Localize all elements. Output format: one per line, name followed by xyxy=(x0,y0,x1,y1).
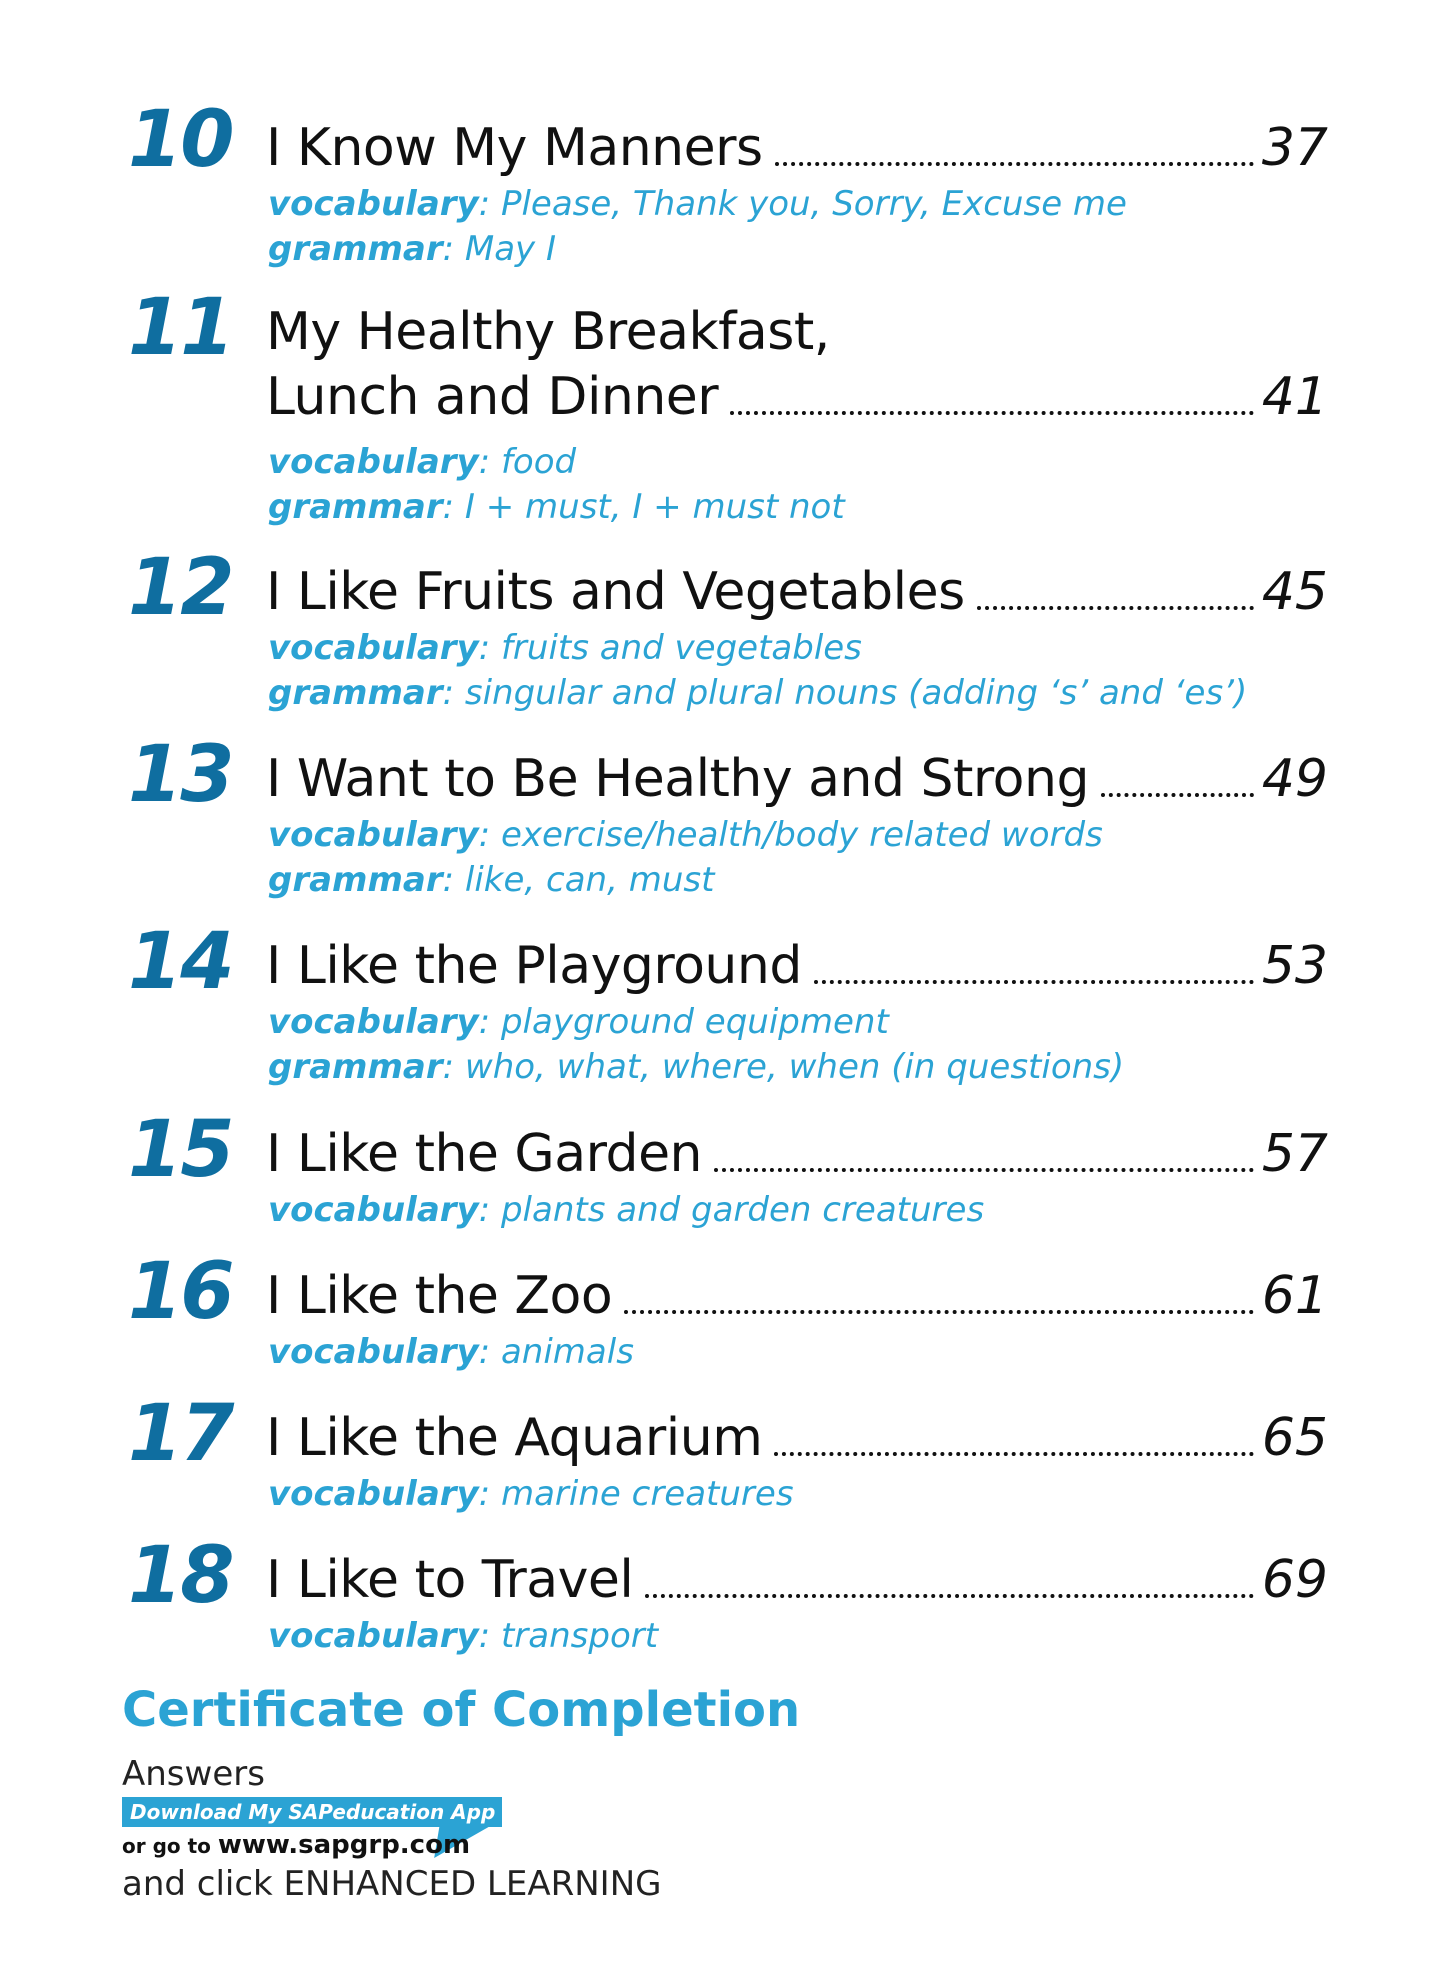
unit-title: I Know My Manners xyxy=(266,118,763,178)
unit-number: 12 xyxy=(128,543,235,633)
dot-leader xyxy=(976,606,1254,610)
dot-leader xyxy=(624,1310,1254,1314)
grammar-label: grammar xyxy=(268,673,443,713)
grammar-text: : I + must, I + must not xyxy=(442,487,845,527)
grammar-line: grammar: May I xyxy=(268,227,556,271)
vocabulary-text: : food xyxy=(478,442,577,482)
grammar-text: : May I xyxy=(442,229,557,269)
unit-title: I Like the Garden xyxy=(266,1124,703,1184)
unit-number: 11 xyxy=(128,283,235,373)
vocabulary-label: vocabulary xyxy=(268,1332,479,1372)
unit-number: 16 xyxy=(128,1247,235,1337)
dot-leader xyxy=(730,411,1254,415)
page-number: 45 xyxy=(1261,562,1328,622)
grammar-label: grammar xyxy=(268,487,443,527)
grammar-line: grammar: I + must, I + must not xyxy=(268,485,845,529)
page-number: 53 xyxy=(1261,936,1328,996)
unit-title: I Like the Aquarium xyxy=(266,1408,763,1468)
enhanced-learning-text: and click ENHANCED LEARNING xyxy=(122,1864,662,1904)
unit-title: Lunch and Dinner xyxy=(266,367,719,427)
vocabulary-label: vocabulary xyxy=(268,442,479,482)
goto-prefix: or go to xyxy=(122,1834,218,1858)
dot-leader xyxy=(1100,793,1254,797)
vocabulary-text: : playground equipment xyxy=(478,1002,889,1042)
vocabulary-line: vocabulary: exercise/health/body related… xyxy=(268,813,1103,857)
grammar-text: : like, can, must xyxy=(442,860,715,900)
vocabulary-text: : fruits and vegetables xyxy=(478,628,862,668)
goto-line: or go to www.sapgrp.com xyxy=(122,1830,470,1861)
grammar-label: grammar xyxy=(268,1047,443,1087)
vocabulary-line: vocabulary: plants and garden creatures xyxy=(268,1188,984,1232)
vocabulary-text: : marine creatures xyxy=(478,1474,794,1514)
vocabulary-label: vocabulary xyxy=(268,1616,479,1656)
answers-link[interactable]: Answers xyxy=(122,1754,265,1794)
unit-title: I Like Fruits and Vegetables xyxy=(266,562,965,622)
dot-leader xyxy=(714,1168,1254,1172)
unit-title: I Like the Zoo xyxy=(266,1266,613,1326)
unit-number: 14 xyxy=(128,917,235,1007)
unit-title: I Like the Playground xyxy=(266,936,802,996)
dot-leader xyxy=(645,1594,1254,1598)
grammar-text: : singular and plural nouns (adding ‘s’ … xyxy=(442,673,1248,713)
dot-leader xyxy=(774,162,1254,166)
dot-leader xyxy=(774,1452,1254,1456)
page-number: 61 xyxy=(1261,1266,1328,1326)
page-number: 65 xyxy=(1261,1408,1328,1468)
grammar-line: grammar: like, can, must xyxy=(268,858,714,902)
vocabulary-text: : exercise/health/body related words xyxy=(478,815,1103,855)
vocabulary-line: vocabulary: playground equipment xyxy=(268,1000,889,1044)
vocabulary-line: vocabulary: animals xyxy=(268,1330,634,1374)
vocabulary-label: vocabulary xyxy=(268,1002,479,1042)
grammar-line: grammar: singular and plural nouns (addi… xyxy=(268,671,1247,715)
unit-title-line1: My Healthy Breakfast, xyxy=(266,302,830,362)
page-number: 41 xyxy=(1261,367,1328,427)
unit-title: I Like to Travel xyxy=(266,1550,634,1610)
vocabulary-text: : animals xyxy=(478,1332,634,1372)
grammar-label: grammar xyxy=(268,229,443,269)
page-number: 49 xyxy=(1261,749,1328,809)
grammar-line: grammar: who, what, where, when (in ques… xyxy=(268,1045,1124,1089)
vocabulary-label: vocabulary xyxy=(268,184,479,224)
dot-leader xyxy=(813,980,1254,984)
vocabulary-line: vocabulary: marine creatures xyxy=(268,1472,794,1516)
unit-number: 17 xyxy=(128,1389,235,1479)
unit-number: 10 xyxy=(128,95,235,185)
vocabulary-label: vocabulary xyxy=(268,815,479,855)
page-number: 37 xyxy=(1261,118,1328,178)
vocabulary-label: vocabulary xyxy=(268,628,479,668)
vocabulary-label: vocabulary xyxy=(268,1474,479,1514)
page-number: 69 xyxy=(1261,1550,1328,1610)
website-link[interactable]: www.sapgrp.com xyxy=(217,1830,471,1860)
vocabulary-line: vocabulary: food xyxy=(268,440,576,484)
vocabulary-line: vocabulary: Please, Thank you, Sorry, Ex… xyxy=(268,182,1127,226)
page-number: 57 xyxy=(1261,1124,1328,1184)
unit-title: I Want to Be Healthy and Strong xyxy=(266,749,1089,809)
unit-number: 15 xyxy=(128,1105,235,1195)
vocabulary-label: vocabulary xyxy=(268,1190,479,1230)
vocabulary-text: : plants and garden creatures xyxy=(478,1190,985,1230)
unit-number: 13 xyxy=(128,730,235,820)
vocabulary-text: : transport xyxy=(478,1616,659,1656)
vocabulary-line: vocabulary: transport xyxy=(268,1614,658,1658)
grammar-text: : who, what, where, when (in questions) xyxy=(442,1047,1125,1087)
certificate-heading[interactable]: Certificate of Completion xyxy=(122,1682,801,1738)
grammar-label: grammar xyxy=(268,860,443,900)
download-app-banner[interactable]: Download My SAPeducation App Now! xyxy=(122,1797,502,1827)
unit-number: 18 xyxy=(128,1531,235,1621)
vocabulary-line: vocabulary: fruits and vegetables xyxy=(268,626,862,670)
vocabulary-text: : Please, Thank you, Sorry, Excuse me xyxy=(478,184,1127,224)
